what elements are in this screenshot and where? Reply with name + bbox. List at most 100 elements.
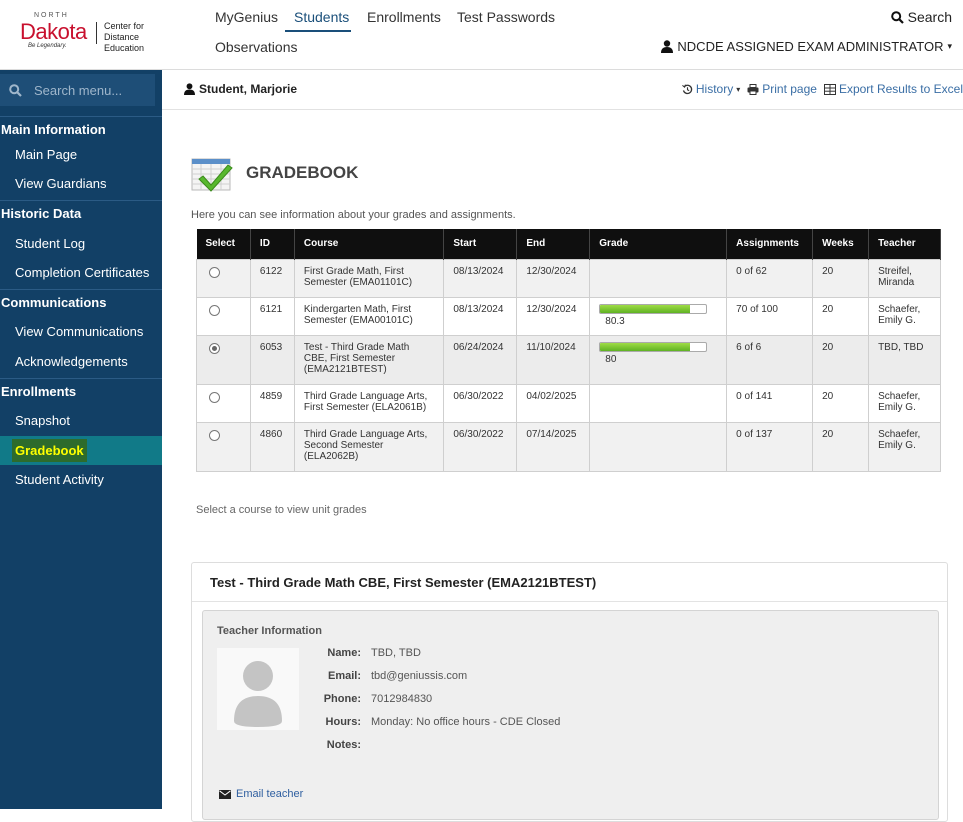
grade-value: 80 xyxy=(605,353,617,365)
header-search[interactable]: Search xyxy=(890,9,952,25)
start-cell: 06/30/2022 xyxy=(443,421,518,472)
column-header-assignments: Assignments xyxy=(726,229,814,259)
teacher-hours-label: Hours: xyxy=(325,716,361,728)
assignments-cell: 0 of 62 xyxy=(726,258,814,298)
nav-observations[interactable]: Observations xyxy=(215,39,298,55)
table-row[interactable]: 4859 Third Grade Language Arts, First Se… xyxy=(196,383,941,423)
start-cell: 06/24/2024 xyxy=(443,334,518,385)
logo-dakota: Dakota xyxy=(20,19,87,44)
teacher-information-title: Teacher Information xyxy=(217,625,322,637)
sidebar-item-main-page[interactable]: Main Page xyxy=(15,147,78,162)
logo-north: NORTH xyxy=(34,12,69,19)
subheader-tools: History ▾ Print page Export Results to E… xyxy=(681,82,963,96)
sidebar-search-input[interactable]: Search menu... xyxy=(34,82,123,98)
sidebar-item-view-communications[interactable]: View Communications xyxy=(15,324,144,339)
export-excel-link[interactable]: Export Results to Excel xyxy=(823,82,963,96)
end-cell: 12/30/2024 xyxy=(516,296,591,336)
assignments-cell: 70 of 100 xyxy=(726,296,814,336)
history-dropdown[interactable]: History ▾ xyxy=(681,82,740,96)
select-cell xyxy=(196,334,251,385)
printer-icon xyxy=(747,83,759,95)
start-cell: 08/13/2024 xyxy=(443,296,518,336)
teacher-phone-label: Phone: xyxy=(323,693,361,705)
print-page-link[interactable]: Print page xyxy=(747,82,817,96)
course-panel-divider xyxy=(192,601,947,602)
user-menu[interactable]: NDCDE ASSIGNED EXAM ADMINISTRATOR ▾ xyxy=(661,39,952,54)
course-select-radio[interactable] xyxy=(209,266,220,278)
sidebar-item-completion-certificates[interactable]: Completion Certificates xyxy=(15,265,150,280)
course-panel-title: Test - Third Grade Math CBE, First Semes… xyxy=(210,575,597,590)
grade-progress-fill xyxy=(600,304,691,313)
assignments-cell: 0 of 141 xyxy=(726,383,814,423)
search-icon xyxy=(9,83,22,97)
select-cell xyxy=(196,421,251,472)
sidebar-item-gradebook[interactable]: Gradebook xyxy=(0,436,162,465)
logo-tagline: Be Legendary. xyxy=(28,43,67,49)
user-icon xyxy=(184,83,195,95)
select-cell xyxy=(196,258,251,298)
select-cell xyxy=(196,296,251,336)
grade-value: 80.3 xyxy=(605,315,625,327)
sidebar-item-student-activity[interactable]: Student Activity xyxy=(15,472,104,487)
grade-cell xyxy=(589,258,728,298)
teacher-name-label: Name: xyxy=(327,647,361,659)
user-menu-label: NDCDE ASSIGNED EXAM ADMINISTRATOR xyxy=(677,39,944,54)
course-cell: Third Grade Language Arts, First Semeste… xyxy=(293,383,445,423)
sidebar-item-view-guardians[interactable]: View Guardians xyxy=(15,176,107,191)
nav-test-passwords[interactable]: Test Passwords xyxy=(457,9,556,25)
caret-down-icon: ▾ xyxy=(947,41,952,51)
nav-students[interactable]: Students xyxy=(294,9,350,25)
envelope-icon xyxy=(219,789,231,799)
search-icon xyxy=(890,10,904,24)
weeks-cell: 20 xyxy=(812,296,870,336)
logo-divider xyxy=(96,22,97,44)
table-header-row: Select ID Course Start End Grade Assignm… xyxy=(196,229,941,259)
weeks-cell: 20 xyxy=(812,258,870,298)
course-cell: First Grade Math, First Semester (EMA011… xyxy=(293,258,445,298)
top-header: NORTH Dakota Be Legendary. Center for Dis… xyxy=(0,0,963,70)
teacher-email-value: tbd@geniussis.com xyxy=(371,670,468,682)
sidebar-search[interactable]: Search menu... xyxy=(0,74,155,106)
teacher-phone-value: 7012984830 xyxy=(371,693,433,705)
table-row[interactable]: 6053 Test - Third Grade Math CBE, First … xyxy=(196,334,941,385)
email-teacher-link[interactable]: Email teacher xyxy=(219,788,303,800)
teacher-email-label: Email: xyxy=(327,670,361,682)
course-select-radio[interactable] xyxy=(209,342,220,354)
grade-cell xyxy=(589,383,728,423)
course-cell: Third Grade Language Arts, Second Semest… xyxy=(293,421,445,472)
nav-enrollments[interactable]: Enrollments xyxy=(367,9,441,25)
table-row[interactable]: 6122 First Grade Math, First Semester (E… xyxy=(196,258,941,298)
course-select-radio[interactable] xyxy=(209,391,220,403)
nd-cde-logo[interactable]: NORTH Dakota Be Legendary. Center for Dis… xyxy=(20,12,180,56)
grade-cell: 80 xyxy=(589,334,728,385)
course-select-radio[interactable] xyxy=(209,429,220,441)
id-cell: 6053 xyxy=(249,334,295,385)
teacher-cell: TBD, TBD xyxy=(868,334,941,385)
email-teacher-label: Email teacher xyxy=(236,788,304,800)
start-cell: 08/13/2024 xyxy=(443,258,518,298)
sidebar-item-acknowledgements[interactable]: Acknowledgements xyxy=(15,354,128,369)
column-header-weeks: Weeks xyxy=(812,229,870,259)
assignments-cell: 0 of 137 xyxy=(726,421,814,472)
grades-table: Select ID Course Start End Grade Assignm… xyxy=(196,229,941,472)
history-icon xyxy=(681,84,693,94)
sidebar-item-snapshot[interactable]: Snapshot xyxy=(15,413,70,428)
nav-mygenius[interactable]: MyGenius xyxy=(215,9,279,25)
table-row[interactable]: 4860 Third Grade Language Arts, Second S… xyxy=(196,421,941,472)
end-cell: 04/02/2025 xyxy=(516,383,591,423)
gradebook-icon xyxy=(191,158,233,192)
sidebar-item-student-log[interactable]: Student Log xyxy=(15,236,86,251)
unit-grades-hint: Select a course to view unit grades xyxy=(196,504,367,516)
weeks-cell: 20 xyxy=(812,383,870,423)
course-cell: Kindergarten Math, First Semester (EMA00… xyxy=(293,296,445,336)
column-header-select: Select xyxy=(196,229,251,259)
teacher-name-value: TBD, TBD xyxy=(371,647,421,659)
grade-cell xyxy=(589,421,728,472)
course-select-radio[interactable] xyxy=(209,304,220,316)
column-header-grade: Grade xyxy=(589,229,728,259)
table-row[interactable]: 6121 Kindergarten Math, First Semester (… xyxy=(196,296,941,336)
user-icon xyxy=(661,40,674,53)
column-header-teacher: Teacher xyxy=(868,229,941,259)
column-header-end: End xyxy=(516,229,591,259)
teacher-cell: Schaefer, Emily G. xyxy=(868,296,941,336)
